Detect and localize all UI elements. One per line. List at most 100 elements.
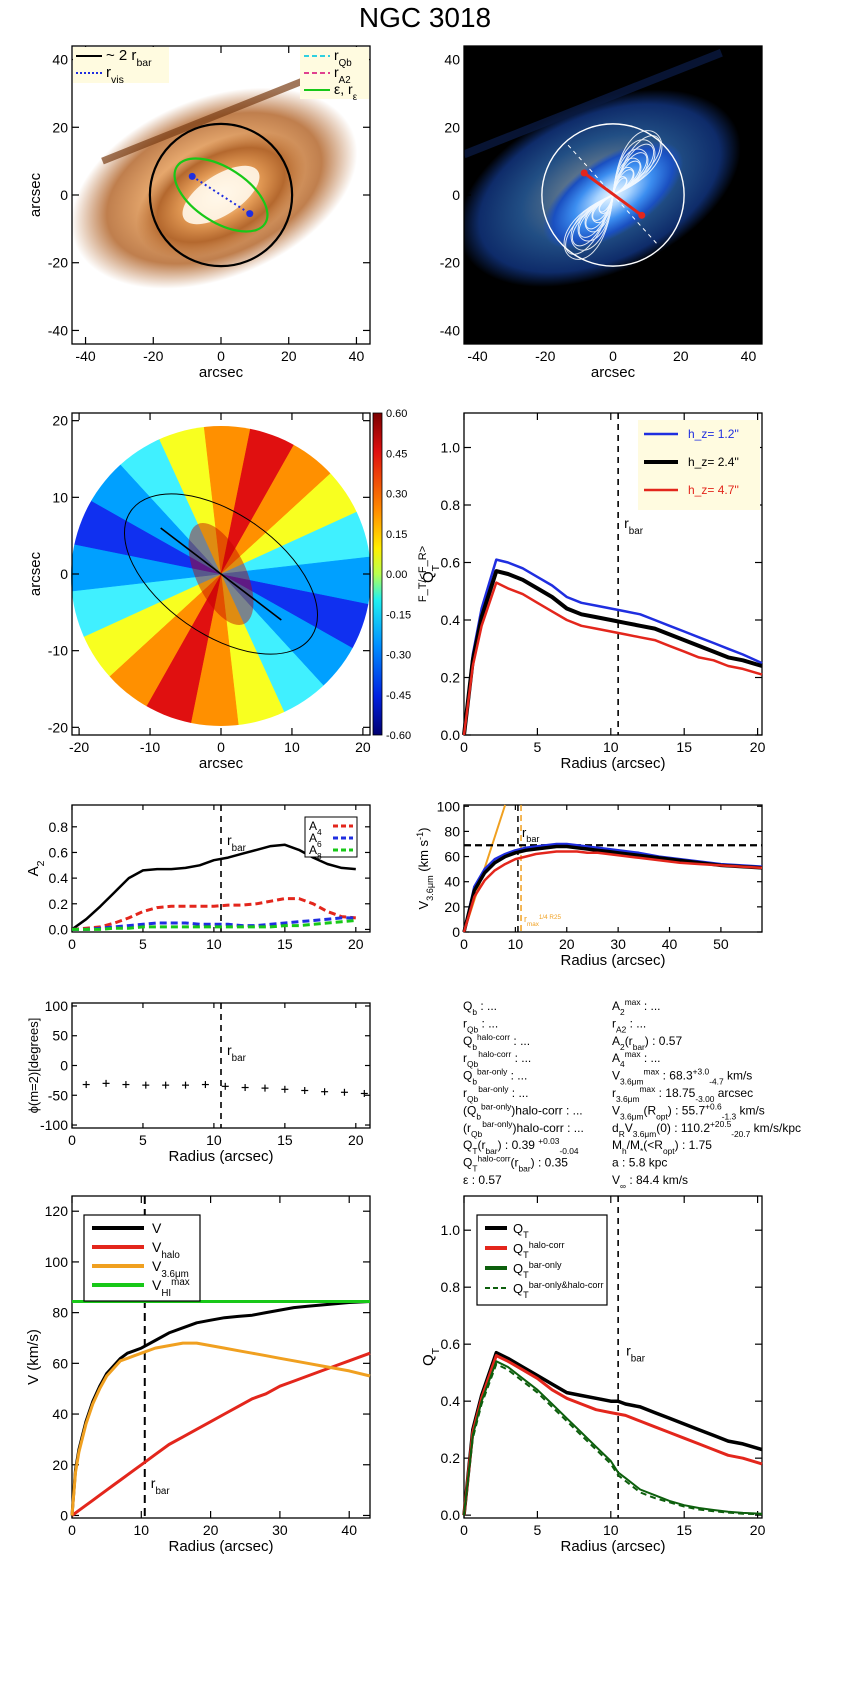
y-tick-label: 60 [52,1355,68,1371]
y-tick-label: 0 [452,924,460,940]
label-part: Q [513,1281,523,1296]
label-part: bar [631,1353,646,1364]
label-part: max [625,997,642,1007]
r-bar-label: rbar [227,832,247,854]
x-tick-label: -20 [69,739,89,755]
x-tick-label: 40 [662,936,678,952]
x-tick-label: 15 [676,1522,692,1538]
series-line [462,850,763,933]
label-part: : ... [626,1016,646,1030]
x-tick-label: 50 [713,936,729,952]
label-part: Qb [471,1129,483,1139]
label-part: bar [519,1164,531,1174]
y-tick-label: 50 [52,1028,68,1044]
figure-title: NGC 3018 [358,2,492,33]
label-part: : ... [477,999,497,1013]
label-part: T [523,1250,529,1260]
x-tick-label: 10 [284,739,300,755]
x-tick-label: 40 [349,348,365,364]
label-part: Q [463,1138,472,1152]
x-axis-label: Radius (arcsec) [168,1538,273,1555]
legend-left-box [73,47,169,83]
label-part: V [152,1258,162,1274]
y-tick-label: 1.0 [441,440,461,456]
label-part: r [626,1343,631,1359]
label-part: R [619,1129,625,1139]
label-part: Qb [467,1024,479,1034]
r-bar-label: rbar [624,515,644,537]
colorbar-tick-label: 0.45 [386,448,407,460]
series-line [463,1363,763,1516]
legend-label: V [152,1220,162,1236]
label-part: : ... [641,999,661,1013]
series-line [71,897,356,931]
label-part: bar [629,526,644,537]
label-part: T [523,1270,529,1280]
label-part: : 0.57 [468,1173,502,1187]
label-part: +0.6 [705,1101,722,1111]
x-tick-label: 10 [603,739,619,755]
x-tick-label: 40 [341,1522,357,1538]
label-part: Q [463,1156,472,1170]
y-tick-label: 40 [52,1406,68,1422]
parameter-row: V∞ : 84.4 km/s [612,1173,688,1191]
label-part: r [463,1051,467,1065]
plot-frame [71,1195,371,1519]
y-tick-label: -20 [440,255,460,271]
label-part: r [524,914,527,924]
y-tick-label: 60 [444,849,460,865]
label-part: Q [513,1221,523,1236]
label-part: (r [625,1034,633,1048]
label-part: (0) : 110.2 [656,1121,710,1135]
x-tick-label: 0 [217,739,225,755]
series-line [71,1351,371,1517]
y-axis-label: arcsec [27,551,44,596]
label-part: 2 [620,1042,625,1052]
label-part: r [227,832,232,848]
y-tick-label: -10 [48,643,68,659]
label-part: r [612,1086,616,1100]
y-tick-label: -40 [440,322,460,338]
x-tick-label: 10 [206,936,222,952]
x-tick-label: 20 [673,348,689,364]
field-line [612,160,641,196]
label-part: T [472,1146,477,1156]
label-part: (km s [416,839,431,875]
label-part: : 5.8 kpc [619,1156,668,1170]
r-max-label: rmax1/4 R25 [524,914,561,928]
label-part: arcsec [714,1086,753,1100]
y-axis-label: V3.6μm (km s-1) [415,828,435,910]
label-part: d [612,1121,619,1135]
legend-label: h_z= 4.7'' [688,483,739,497]
label-part: r [334,64,339,80]
label-part: (Q [463,1103,476,1117]
y-tick-label: 80 [444,823,460,839]
label-part: vis [111,74,124,86]
label-part: 8 [317,851,322,861]
label-part: (r [511,1156,519,1170]
label-part: : 68.3 [659,1069,693,1083]
x-tick-label: -40 [75,348,95,364]
label-part: M [612,1138,622,1152]
y-tick-label: 20 [444,899,460,915]
label-part: r [334,47,339,63]
legend-label: A6 [309,831,322,849]
qt-corr-panel: 0 5 10 15 20 0.0 0.2 0.4 0.6 0.8 1.0 Radius (arcsec… [420,1195,766,1555]
x-tick-label: 20 [750,739,766,755]
label-part: -1.3 [722,1111,737,1121]
y-tick-label: 1.0 [441,1222,461,1238]
x-axis-label: Radius (arcsec) [560,1538,665,1555]
label-part: 3.6μm [633,1129,656,1139]
label-part: -1 [415,832,425,840]
label-part: b [472,1007,477,1017]
plot-frame [463,1195,763,1519]
y-tick-label: -50 [48,1087,68,1103]
label-part: r [151,1475,156,1491]
field-line [570,194,614,251]
label-part: : 18.75 [655,1086,695,1100]
parameter-row: rA2 : ... [612,1016,646,1034]
y-tick-label: 0.4 [441,1393,461,1409]
label-part: bar-only [529,1260,562,1270]
x-tick-label: 40 [741,348,757,364]
y-tick-label: 0.0 [49,921,69,937]
